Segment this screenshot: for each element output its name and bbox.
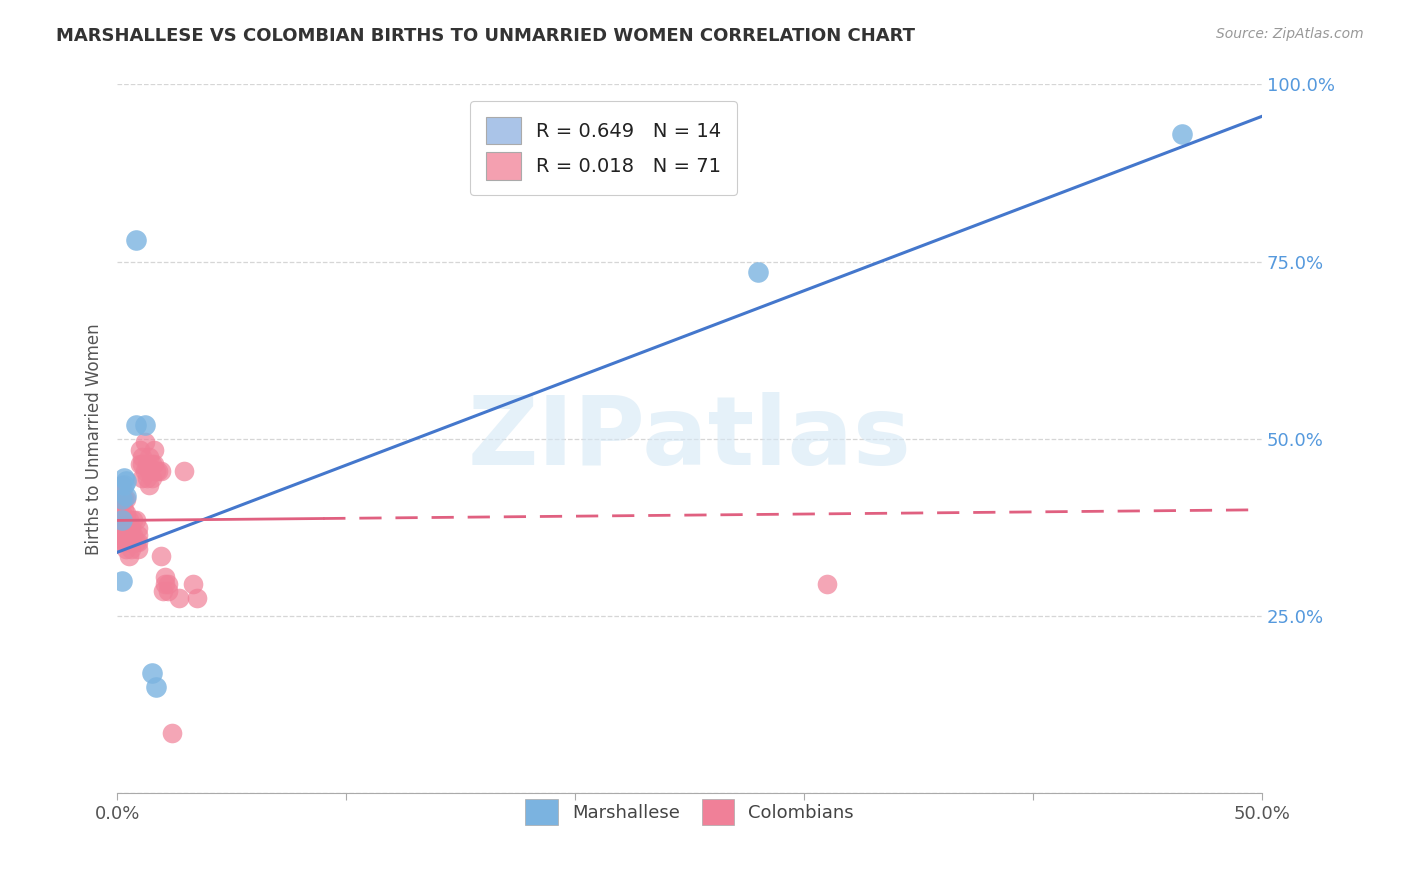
Point xyxy=(111,492,134,507)
Point xyxy=(134,464,156,478)
Point xyxy=(131,450,153,464)
Point xyxy=(124,513,146,527)
Point xyxy=(115,541,138,556)
Point xyxy=(124,417,146,432)
Point xyxy=(815,577,838,591)
Point xyxy=(142,457,165,471)
Point xyxy=(127,534,149,549)
Point xyxy=(112,513,135,527)
Point xyxy=(148,464,170,478)
Point xyxy=(138,478,160,492)
Point xyxy=(112,503,135,517)
Point xyxy=(122,513,145,527)
Point xyxy=(108,500,131,514)
Point xyxy=(111,574,134,588)
Point xyxy=(141,665,163,680)
Point xyxy=(120,534,142,549)
Y-axis label: Births to Unmarried Women: Births to Unmarried Women xyxy=(86,323,103,555)
Point xyxy=(108,527,131,541)
Point xyxy=(136,471,159,485)
Point xyxy=(112,478,135,492)
Point xyxy=(120,541,142,556)
Point xyxy=(112,527,135,541)
Point xyxy=(112,534,135,549)
Point xyxy=(115,534,138,549)
Point xyxy=(108,513,131,527)
Point xyxy=(186,591,208,606)
Legend: Marshallese, Colombians: Marshallese, Colombians xyxy=(516,790,863,834)
Point xyxy=(117,549,139,563)
Text: ZIPatlas: ZIPatlas xyxy=(468,392,911,485)
Point xyxy=(112,492,135,507)
Point xyxy=(115,492,138,507)
Point xyxy=(115,513,138,527)
Point xyxy=(111,513,134,527)
Point xyxy=(134,435,156,450)
Point xyxy=(115,520,138,534)
Point xyxy=(124,234,146,248)
Point xyxy=(124,534,146,549)
Point xyxy=(747,265,769,279)
Point xyxy=(1171,127,1194,141)
Point xyxy=(152,584,174,599)
Point xyxy=(149,549,172,563)
Point xyxy=(145,680,167,694)
Point xyxy=(111,513,134,527)
Point xyxy=(111,534,134,549)
Point xyxy=(117,513,139,527)
Point xyxy=(136,457,159,471)
Point xyxy=(111,506,134,520)
Point xyxy=(117,527,139,541)
Point xyxy=(127,541,149,556)
Point xyxy=(111,520,134,534)
Point xyxy=(120,527,142,541)
Point xyxy=(115,475,138,489)
Point xyxy=(167,591,190,606)
Point xyxy=(173,464,195,478)
Point xyxy=(115,506,138,520)
Point xyxy=(127,520,149,534)
Point xyxy=(145,464,167,478)
Point xyxy=(131,471,153,485)
Point xyxy=(129,457,152,471)
Point xyxy=(155,577,177,591)
Point xyxy=(115,527,138,541)
Point xyxy=(115,489,138,503)
Point xyxy=(181,577,204,591)
Point xyxy=(131,457,153,471)
Point xyxy=(111,478,134,492)
Point xyxy=(120,520,142,534)
Point xyxy=(122,527,145,541)
Point xyxy=(111,527,134,541)
Point xyxy=(117,534,139,549)
Point xyxy=(127,527,149,541)
Point xyxy=(138,464,160,478)
Point xyxy=(117,520,139,534)
Text: Source: ZipAtlas.com: Source: ZipAtlas.com xyxy=(1216,27,1364,41)
Point xyxy=(160,726,183,740)
Point xyxy=(142,442,165,457)
Text: MARSHALLESE VS COLOMBIAN BIRTHS TO UNMARRIED WOMEN CORRELATION CHART: MARSHALLESE VS COLOMBIAN BIRTHS TO UNMAR… xyxy=(56,27,915,45)
Point xyxy=(155,570,177,584)
Point xyxy=(112,471,135,485)
Point xyxy=(111,492,134,507)
Point xyxy=(138,450,160,464)
Point xyxy=(156,577,179,591)
Point xyxy=(149,464,172,478)
Point xyxy=(112,520,135,534)
Point xyxy=(108,485,131,500)
Point xyxy=(156,584,179,599)
Point xyxy=(134,417,156,432)
Point xyxy=(141,471,163,485)
Point xyxy=(129,442,152,457)
Point xyxy=(141,457,163,471)
